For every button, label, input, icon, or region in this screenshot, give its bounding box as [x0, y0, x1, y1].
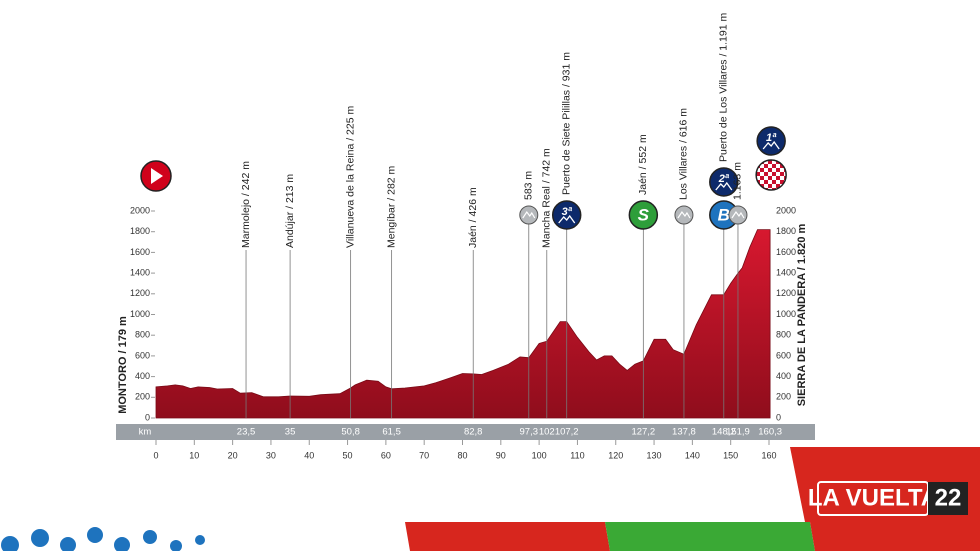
y-tick-label: 0	[145, 412, 150, 422]
marker-km: 35	[285, 427, 296, 438]
logo-name: LA VUELTA	[808, 484, 938, 511]
climb-icon-text: 2ª	[718, 173, 730, 185]
marker-label: Mancha Real / 742 m	[541, 148, 553, 248]
footer-dots	[1, 527, 205, 551]
marker-km: 97,3	[520, 427, 539, 438]
marker-km: 107,2	[555, 427, 579, 438]
x-axis-label: km	[139, 427, 152, 438]
marker-label: Andújar / 213 m	[284, 174, 296, 248]
marker-label: 1.163 m	[732, 162, 744, 200]
x-tick-label: 40	[304, 450, 314, 460]
finish-km: 160,3	[758, 427, 782, 438]
x-tick-label: 20	[228, 450, 238, 460]
y-tick-label-right: 2000	[776, 205, 796, 215]
y-tick-label: 600	[135, 350, 150, 360]
y-tick-label-right: 1600	[776, 247, 796, 257]
y-tick-label: 1800	[130, 226, 150, 236]
mountain-glyph	[715, 181, 733, 191]
mountain-glyph	[522, 210, 536, 219]
y-tick-label-right: 800	[776, 330, 791, 340]
marker-km: 23,5	[237, 427, 256, 438]
marker-label: Mengíbar / 282 m	[385, 165, 397, 248]
footer-stripe	[810, 522, 980, 551]
start-label: MONTORO / 179 m	[117, 316, 129, 414]
y-tick-label-right: 0	[776, 412, 781, 422]
marker-km: 82,8	[464, 427, 483, 438]
marker-label: Puerto de Siete Pilillas / 931 m	[560, 52, 572, 195]
x-tick-label: 50	[343, 450, 353, 460]
marker-label: Puerto de Los Villares / 1.191 m	[718, 13, 730, 162]
y-tick-label-right: 1200	[776, 288, 796, 298]
start-icon	[140, 160, 172, 192]
y-tick-label: 1200	[130, 288, 150, 298]
sprint-icon-text: S	[638, 205, 650, 224]
climb-icon-text: 1ª	[766, 132, 777, 144]
x-tick-label: 120	[608, 450, 623, 460]
mountain-glyph	[731, 210, 745, 219]
x-tick-label: 130	[647, 450, 662, 460]
marker-km: 61,5	[382, 427, 401, 438]
y-tick-label: 200	[135, 392, 150, 402]
y-tick-label-right: 1000	[776, 309, 796, 319]
marker-label: Villanueva de la Reina / 225 m	[344, 106, 356, 248]
y-tick-label-right: 1400	[776, 267, 796, 277]
x-tick-label: 0	[153, 450, 158, 460]
km-band	[116, 424, 815, 440]
marker-label: Los Villares / 616 m	[678, 108, 690, 200]
y-tick-label: 800	[135, 330, 150, 340]
finish-icon	[755, 159, 787, 191]
footer-stripe	[605, 522, 815, 551]
marker-km: 102	[539, 427, 555, 438]
x-tick-label: 140	[685, 450, 700, 460]
y-tick-label: 1400	[130, 267, 150, 277]
marker-label: Jaén / 552 m	[637, 134, 649, 195]
bonus-icon-text: B	[718, 205, 730, 224]
footer-stripe	[405, 522, 610, 551]
logo-year-box	[928, 482, 968, 515]
marker-km: 137,8	[672, 427, 696, 438]
marker-label: Marmolejo / 242 m	[240, 161, 252, 248]
x-tick-label: 150	[723, 450, 738, 460]
sprint-icon	[628, 200, 659, 230]
x-tick-label: 30	[266, 450, 276, 460]
y-tick-label: 1600	[130, 247, 150, 257]
x-tick-label: 80	[457, 450, 467, 460]
logo-year: 22	[935, 484, 962, 511]
y-tick-label-right: 200	[776, 392, 791, 402]
x-tick-label: 160	[761, 450, 776, 460]
x-tick-label: 100	[532, 450, 547, 460]
climb-icon-text: 3ª	[562, 206, 573, 218]
x-tick-label: 90	[496, 450, 506, 460]
y-tick-label: 400	[135, 371, 150, 381]
elevation-profile	[155, 229, 771, 419]
x-tick-label: 70	[419, 450, 429, 460]
marker-km: 148,2	[712, 427, 736, 438]
y-tick-label: 1000	[130, 309, 150, 319]
x-tick-label: 110	[570, 450, 584, 460]
x-tick-label: 10	[189, 450, 199, 460]
y-tick-label-right: 400	[776, 371, 791, 381]
marker-label: Jaén / 426 m	[467, 187, 479, 248]
y-tick-label-right: 1800	[776, 226, 796, 236]
marker-km: 50,8	[341, 427, 360, 438]
mountain-glyph	[677, 210, 691, 219]
mountain-glyph	[558, 214, 576, 224]
marker-label: 583 m	[523, 171, 535, 200]
x-tick-label: 60	[381, 450, 391, 460]
marker-km: 151,9	[726, 427, 750, 438]
mountain-glyph	[762, 140, 780, 150]
marker-km: 127,2	[631, 427, 655, 438]
finish-label: SIERRA DE LA PANDERA / 1.820 m	[796, 224, 808, 407]
y-tick-label-right: 600	[776, 350, 791, 360]
y-tick-label: 2000	[130, 205, 150, 215]
